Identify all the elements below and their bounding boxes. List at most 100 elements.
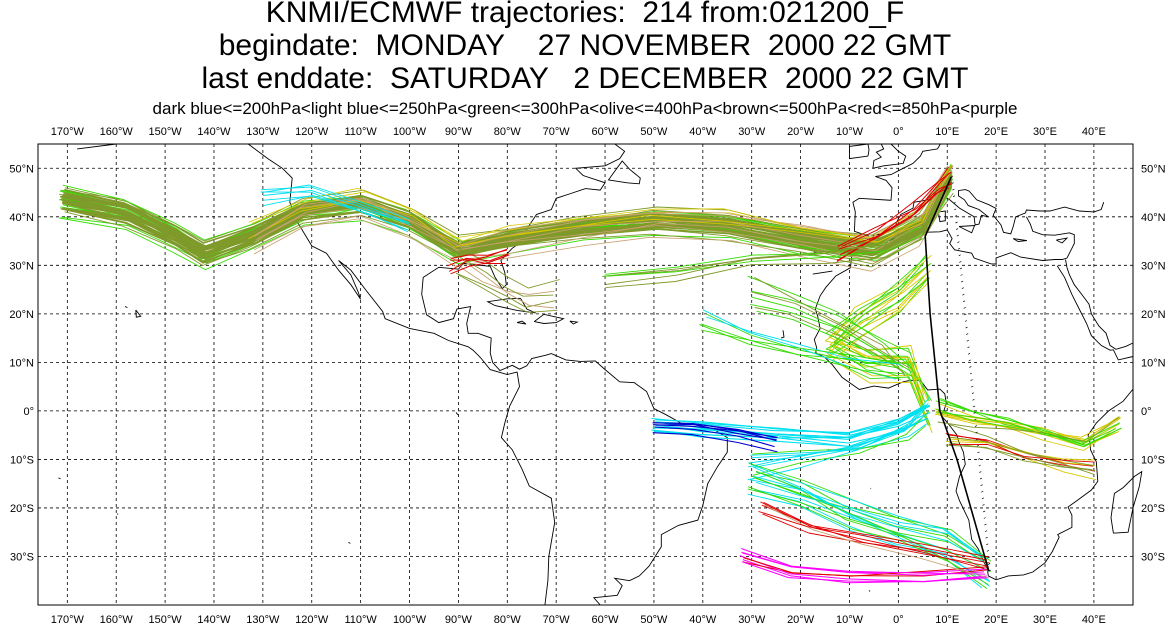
trajectory-start-segment <box>954 208 957 211</box>
trajectory-start-segment <box>961 287 964 289</box>
map-frame <box>37 143 1134 606</box>
jet-stream-trajectory <box>605 256 891 289</box>
africa-trajectory <box>936 411 1121 442</box>
jet-stream-trajectory <box>457 255 554 297</box>
coastline <box>872 143 907 169</box>
trajectory-start-segment <box>952 188 955 191</box>
coastline <box>1065 259 1068 268</box>
africa-trajectory <box>949 443 1095 463</box>
tropical-trajectory <box>747 275 911 368</box>
trajectory-start-segment <box>972 398 975 401</box>
equatorial-trajectory <box>653 405 928 439</box>
coastline <box>813 216 1134 581</box>
jet-stream-trajectory <box>457 265 555 295</box>
tropical-trajectory <box>829 277 928 401</box>
jet-stream-trajectory <box>253 165 949 247</box>
trajectory-start-segment <box>964 320 968 322</box>
coastline <box>486 297 536 314</box>
jet-stream-trajectory <box>457 247 560 289</box>
trajectory-start-segment <box>984 530 988 532</box>
lon-tick-label-bottom: 150°W <box>149 614 183 626</box>
tropical-trajectory <box>706 313 899 377</box>
tropical-trajectory <box>751 296 913 373</box>
tropical-trajectory <box>750 291 910 369</box>
tropical-trajectory <box>825 277 932 401</box>
coastline <box>913 189 1105 235</box>
south-atlantic-trajectory <box>742 552 987 574</box>
lat-tick-label-right: 30°N <box>1141 260 1166 272</box>
coastline <box>421 143 728 606</box>
jet-stream-trajectory <box>457 274 558 313</box>
lat-tick-label-left: 0° <box>23 406 34 418</box>
coastline <box>937 210 946 223</box>
equatorial-trajectory <box>653 417 928 444</box>
trajectory-start-segment <box>979 471 982 473</box>
trajectory-start-segment <box>959 267 963 270</box>
trajectory-start-segment <box>963 307 966 309</box>
trajectory-start-segment <box>975 431 978 434</box>
equatorial-trajectory <box>750 423 928 456</box>
lon-tick-label-bottom: 20°E <box>984 614 1008 626</box>
lon-tick-label-top: 90°W <box>445 126 473 138</box>
equatorial-trajectory <box>654 423 777 441</box>
equatorial-trajectory <box>652 404 930 438</box>
lon-tick-label-bottom: 10°E <box>935 614 959 626</box>
lon-tick-label-bottom: 160°W <box>100 614 134 626</box>
trajectory-start-segment <box>961 280 964 283</box>
trajectory-start-segment <box>952 195 956 198</box>
lon-tick-label-bottom: 0° <box>893 614 904 626</box>
jet-stream-trajectory <box>460 258 555 309</box>
trajectory-start-segment <box>951 175 954 178</box>
lat-tick-label-left: 10°N <box>9 357 34 369</box>
lon-tick-label-top: 30°W <box>738 126 766 138</box>
lat-lon-grid <box>38 144 1133 605</box>
lon-tick-label-top: 20°E <box>984 126 1008 138</box>
trajectory-start-segment <box>959 261 962 263</box>
trajectory-start-segment <box>983 517 986 519</box>
lat-tick-label-left: 10°S <box>10 454 34 466</box>
jet-stream-trajectory <box>837 183 952 247</box>
lat-tick-label-right: 20°N <box>1141 309 1166 321</box>
lon-tick-label-bottom: 80°W <box>494 614 522 626</box>
africa-trajectory <box>945 444 1096 472</box>
jet-stream-trajectory <box>604 250 887 277</box>
trajectory-start-segment <box>966 339 969 342</box>
axis-tick-labels: 170°W 170°W 160°W 160°W 150°W 150°W 140°W 140°W… <box>9 126 1165 626</box>
trajectory-start-segment <box>981 497 984 500</box>
jet-stream-trajectory <box>841 171 952 247</box>
trajectory-start-segment <box>971 385 974 388</box>
trajectory-start-segment <box>956 234 959 237</box>
lon-tick-label-top: 160°W <box>100 126 134 138</box>
trajectory-start-segment <box>982 510 986 513</box>
equatorial-trajectory <box>748 402 929 468</box>
jet-stream-trajectory <box>253 201 946 272</box>
coastlines <box>58 143 1143 606</box>
coastline <box>852 143 941 237</box>
trajectory-start-segment <box>958 254 961 257</box>
lon-tick-label-bottom: 110°W <box>344 614 377 626</box>
lon-tick-label-bottom: 40°E <box>1082 614 1106 626</box>
coastline <box>58 477 61 480</box>
tropical-trajectory <box>824 270 931 396</box>
equatorial-trajectory <box>752 410 930 476</box>
coastline <box>533 313 565 324</box>
south-atlantic-trajectory <box>751 475 985 564</box>
lon-tick-label-bottom: 60°W <box>592 614 620 626</box>
south-atlantic-trajectory <box>762 513 991 564</box>
south-atlantic-trajectory <box>761 504 987 567</box>
coastline <box>124 306 128 308</box>
trajectory-start-segment <box>979 477 983 480</box>
jet-stream-trajectory <box>63 185 953 257</box>
trajectory-start-segment <box>988 563 991 565</box>
tropical-trajectory <box>756 310 913 377</box>
lon-tick-label-bottom: 40°W <box>689 614 717 626</box>
trajectory-start-line <box>924 176 990 572</box>
coastline <box>849 143 870 160</box>
jet-stream-trajectory <box>255 173 950 248</box>
trajectory-start-segment <box>973 412 976 414</box>
trajectory-start-segment <box>986 543 989 546</box>
title-line-1: KNMI/ECMWF trajectories: 214 from:021200… <box>265 0 905 29</box>
coastline <box>812 270 833 275</box>
trajectory-start-segment <box>966 333 969 335</box>
